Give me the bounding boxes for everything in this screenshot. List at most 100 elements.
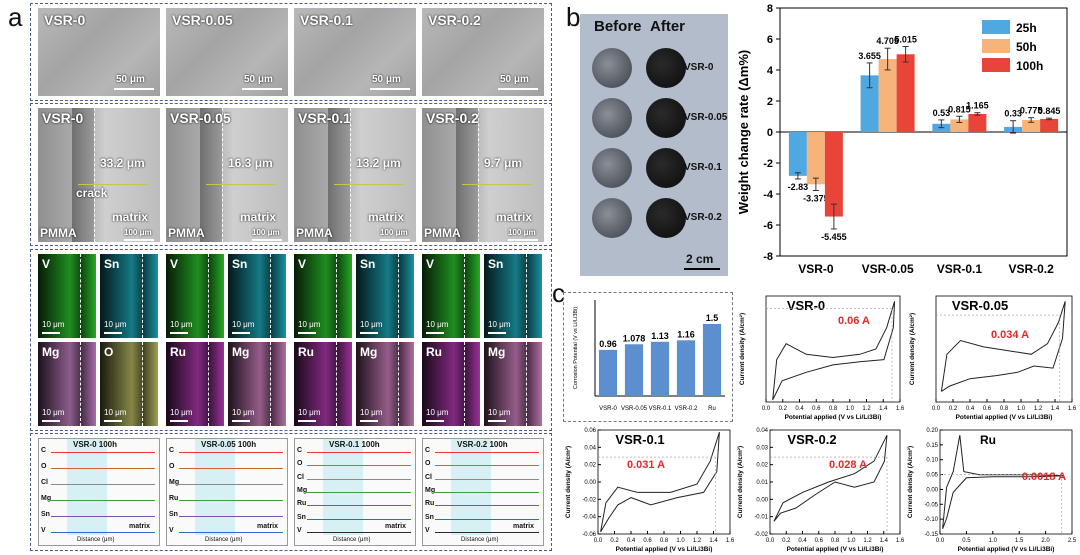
sem-top-scale-bar [370, 88, 410, 90]
data-label: 0.53 [933, 108, 951, 118]
linescan-trace [51, 532, 155, 533]
x-tick-label: VSR-0.1 [649, 406, 672, 412]
sem-top-sample-label: VSR-0 [44, 12, 86, 28]
linescan-trace [51, 452, 155, 453]
x-tick-label: 1.4 [709, 538, 718, 544]
linescan-element-label: Mg [41, 495, 52, 502]
y-tick-label: -2 [763, 158, 773, 170]
x-tick-label: 1.4 [880, 538, 889, 544]
photo-row-label: VSR-0 [684, 62, 714, 73]
sem-top-sample-label: VSR-0.2 [428, 12, 481, 28]
x-axis-label: Potential applied (V vs Li/Li3Bi) [616, 546, 713, 553]
bar [650, 341, 670, 396]
eds-scale-label: 10 μm [426, 408, 449, 417]
sem-top-scale-label: 50 μm [372, 74, 401, 85]
bar [598, 349, 618, 396]
eds-scale-bar [170, 332, 188, 334]
before-disk [592, 148, 632, 188]
cv-title: VSR-0.05 [952, 298, 1008, 313]
eds-signal [356, 342, 414, 426]
data-label: -2.83 [788, 182, 809, 192]
cv-curve [772, 301, 896, 401]
linescan-trace [435, 492, 539, 493]
linescan-element-label: Sn [169, 511, 178, 518]
linescan-element-label: Sn [297, 513, 306, 521]
eds-signal [166, 254, 224, 338]
x-tick-label: 2.5 [1068, 538, 1077, 544]
eds-signal [356, 254, 414, 338]
linescan-element-label: C [41, 447, 47, 454]
y-tick-label: 8 [767, 3, 773, 15]
eds-signal [422, 254, 480, 338]
x-tick-label: 1.2 [862, 406, 871, 412]
y-tick-label: -0.05 [924, 502, 938, 508]
sem-top-scale-bar [114, 88, 154, 90]
x-tick-label: VSR-0.2 [675, 406, 698, 412]
bar [878, 59, 897, 133]
y-tick-label: 0 [767, 127, 773, 139]
sem-top-image: VSR-0 50 μm [38, 8, 160, 96]
bar [702, 324, 722, 396]
eds-signal [484, 342, 542, 426]
photo-scale-bar [684, 268, 720, 270]
eds-signal [294, 254, 352, 338]
eds-scale-bar [104, 420, 122, 422]
cv-curve [600, 431, 720, 533]
y-tick-label: -6 [763, 220, 773, 232]
scan-line [78, 184, 148, 185]
eds-scale-label: 10 μm [170, 408, 193, 417]
sem-cross-frame [30, 103, 552, 246]
linescan-element-label: O [41, 463, 47, 470]
y-tick-label: 0.01 [756, 480, 768, 486]
y-tick-label: 2 [767, 96, 773, 108]
linescan-trace [179, 516, 283, 517]
linescan-element-label: Cl [297, 473, 304, 481]
sem-top-scale-bar [498, 88, 538, 90]
y-axis-label: Current density (A/cm²) [739, 313, 746, 385]
y-axis-label: Current density (A/cm²) [907, 446, 914, 518]
thickness-label: 16.3 μm [228, 156, 273, 170]
x-tick-label: 0.0 [932, 406, 941, 412]
interface-line [478, 108, 479, 242]
sem-top-image: VSR-0.1 50 μm [294, 8, 416, 96]
eds-signal [228, 342, 286, 426]
eds-element-label: O [104, 345, 114, 359]
sem-top-frame [30, 3, 552, 101]
coating-layer [72, 108, 94, 242]
y-axis-label: Current density (A/cm²) [737, 446, 744, 518]
current-annotation: 0.0018 A [1022, 471, 1066, 483]
sem-top-scale-label: 50 μm [500, 74, 529, 85]
eds-element-label: Ru [298, 345, 314, 359]
x-tick-label: 0.4 [627, 538, 636, 544]
eds-interface [207, 254, 209, 338]
y-axis-label: Current density (A/cm²) [565, 446, 572, 518]
x-tick-label: 1.4 [879, 406, 888, 412]
linescan-trace [435, 532, 539, 533]
linescan-trace [179, 468, 283, 469]
eds-scale-label: 10 μm [104, 408, 127, 417]
eds-signal [484, 254, 542, 338]
eds-scale-label: 10 μm [232, 408, 255, 417]
eds-element-label: Sn [232, 257, 248, 271]
eds-scale-bar [488, 332, 506, 334]
before-label: Before [594, 18, 642, 35]
eds-signal [38, 342, 96, 426]
corrosion-potential-chart: Corrosion Potential (V vs Li/Li3Bi) 0.96 V… [573, 300, 725, 412]
bar [788, 132, 807, 176]
y-tick-label: -0.02 [582, 497, 596, 503]
sem-cross-image: VSR-0.1 13.2 μm matrix PMMA 100 μm [294, 108, 416, 242]
eds-element-label: Mg [232, 345, 250, 359]
linescan-element-label: C [169, 447, 175, 454]
data-label: 0.845 [1038, 106, 1061, 116]
interface-line [222, 108, 223, 242]
linescan-element-label: C [297, 447, 303, 454]
bar [824, 132, 843, 217]
y-axis-label: Corrosion Potential (V vs Li/Li3Bi) [573, 307, 579, 389]
linescan-trace [435, 452, 539, 453]
matrix-label: matrix [240, 210, 277, 224]
eds-scale-bar [232, 420, 250, 422]
current-annotation: 0.034 A [991, 329, 1029, 341]
linescan-trace [435, 465, 539, 467]
x-tick-label: 1.0 [676, 538, 685, 544]
